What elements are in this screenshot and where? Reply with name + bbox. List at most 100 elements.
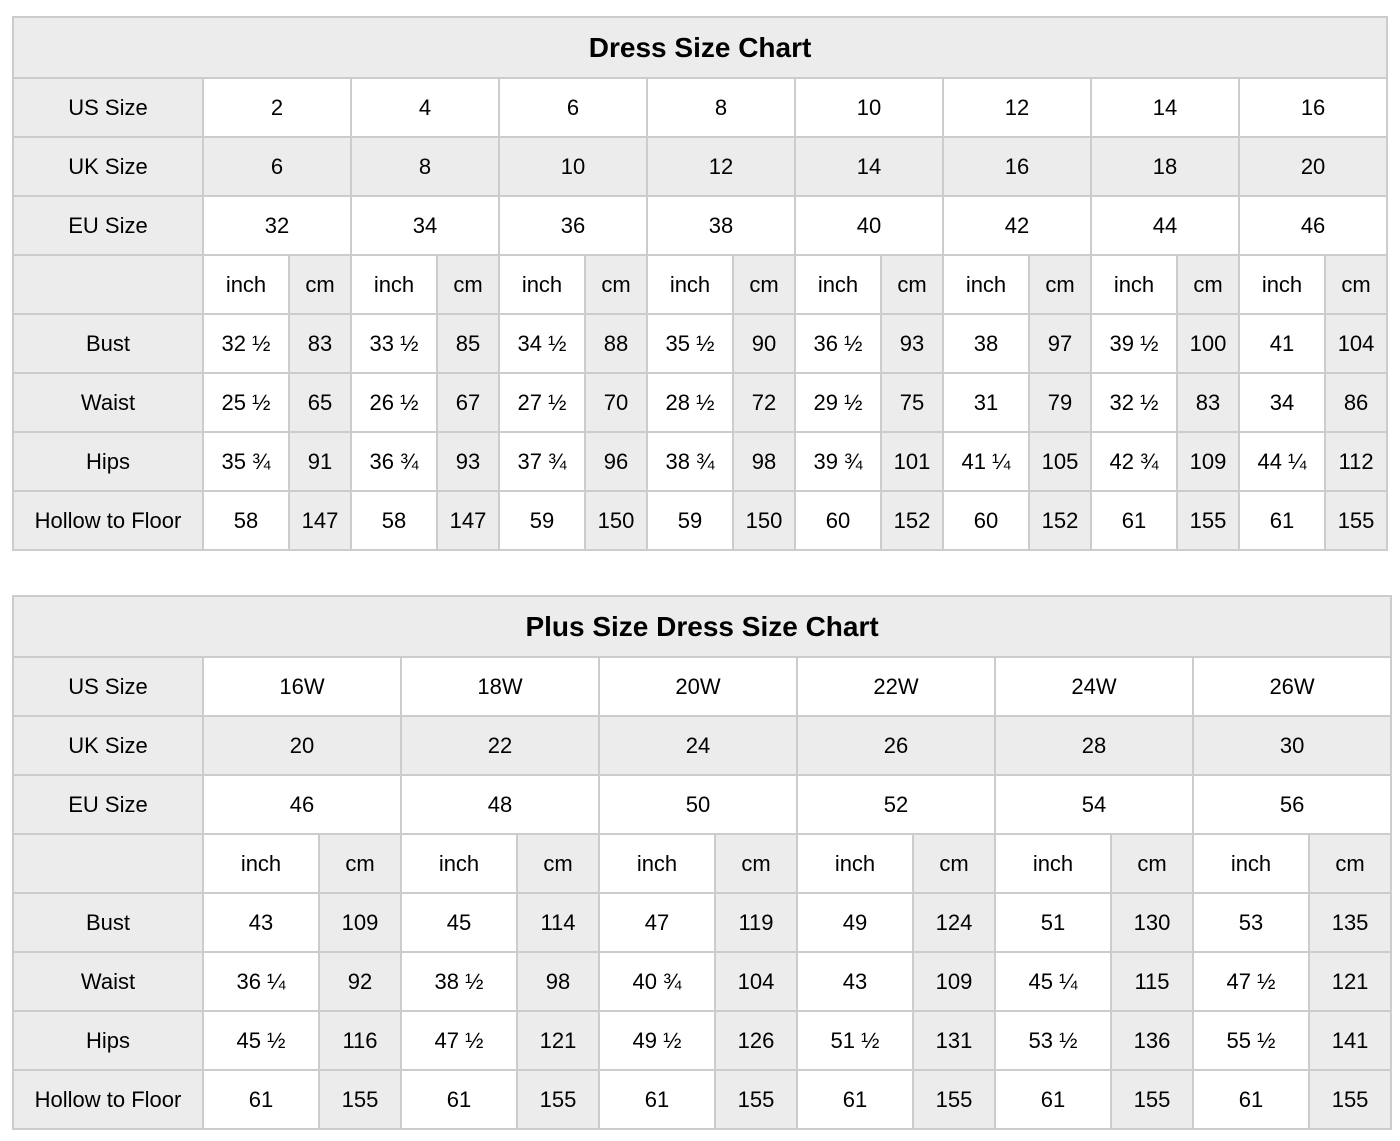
measure-cm-cell: 150	[584, 490, 648, 551]
unit-inch-header: inch	[646, 254, 734, 315]
size-cell: 26W	[1191, 656, 1393, 717]
measure-inch-cell: 29 ½	[794, 372, 882, 433]
measure-cm-cell: 98	[516, 951, 600, 1012]
chart-title-row: Plus Size Dress Size Chart	[11, 595, 1393, 658]
measure-inch-cell: 61	[202, 1069, 320, 1130]
measure-cm-cell: 96	[584, 431, 648, 492]
unit-row-label	[12, 254, 204, 315]
measure-row: Waist 36 ¼ 92 38 ½ 98 40 ¾ 104 43 109 45 ¼ 115 47 ½…	[12, 951, 1393, 1012]
unit-inch-header: inch	[202, 833, 320, 894]
measure-inch-cell: 34 ½	[498, 313, 586, 374]
measure-inch-cell: 39 ¾	[794, 431, 882, 492]
chart-title: Plus Size Dress Size Chart	[11, 595, 1393, 658]
measure-cm-cell: 124	[912, 892, 996, 953]
size-cell: 32	[202, 195, 352, 256]
row-label: EU Size	[12, 774, 204, 835]
size-cell: 8	[350, 136, 500, 197]
measure-inch-cell: 59	[646, 490, 734, 551]
unit-inch-header: inch	[350, 254, 438, 315]
measure-cm-cell: 155	[714, 1069, 798, 1130]
measure-cm-cell: 98	[732, 431, 796, 492]
measure-cm-cell: 121	[516, 1010, 600, 1071]
size-cell: 46	[1237, 195, 1389, 256]
size-cell: 16W	[202, 656, 402, 717]
measure-inch-cell: 32 ½	[1090, 372, 1178, 433]
measure-cm-cell: 155	[318, 1069, 402, 1130]
unit-inch-header: inch	[400, 833, 518, 894]
measure-inch-cell: 38	[942, 313, 1030, 374]
measure-inch-cell: 45 ¼	[994, 951, 1112, 1012]
measure-cm-cell: 109	[912, 951, 996, 1012]
measure-cm-cell: 136	[1110, 1010, 1194, 1071]
unit-cm-header: cm	[516, 833, 600, 894]
size-cell: 50	[598, 774, 798, 835]
measure-cm-cell: 109	[318, 892, 402, 953]
unit-cm-header: cm	[288, 254, 352, 315]
size-cell: 20W	[598, 656, 798, 717]
size-cell: 40	[794, 195, 944, 256]
measure-inch-cell: 51 ½	[796, 1010, 914, 1071]
dress-size-chart-table: Dress Size Chart US Size 2 4 6 8 10 12 14 16 UK Si…	[11, 16, 1389, 551]
unit-cm-header: cm	[1176, 254, 1240, 315]
measure-inch-cell: 38 ¾	[646, 431, 734, 492]
row-label: UK Size	[12, 715, 204, 776]
measure-inch-cell: 38 ½	[400, 951, 518, 1012]
chart-title: Dress Size Chart	[11, 16, 1389, 79]
unit-inch-header: inch	[796, 833, 914, 894]
unit-header-row: inch cm inch cm inch cm inch cm inch cm inch cm	[12, 833, 1393, 894]
unit-inch-header: inch	[598, 833, 716, 894]
size-cell: 6	[498, 77, 648, 138]
measure-inch-cell: 59	[498, 490, 586, 551]
measure-cm-cell: 91	[288, 431, 352, 492]
measure-cm-cell: 152	[880, 490, 944, 551]
measure-cm-cell: 93	[436, 431, 500, 492]
measure-inch-cell: 61	[598, 1069, 716, 1130]
size-cell: 30	[1191, 715, 1393, 776]
measure-inch-cell: 36 ¼	[202, 951, 320, 1012]
measure-inch-cell: 58	[350, 490, 438, 551]
measure-inch-cell: 55 ½	[1192, 1010, 1310, 1071]
size-cell: 12	[646, 136, 796, 197]
measure-inch-cell: 61	[400, 1069, 518, 1130]
measure-cm-cell: 79	[1028, 372, 1092, 433]
size-cell: 52	[796, 774, 996, 835]
measure-cm-cell: 75	[880, 372, 944, 433]
size-cell: 18W	[400, 656, 600, 717]
measure-cm-cell: 83	[288, 313, 352, 374]
measure-inch-cell: 61	[1238, 490, 1326, 551]
size-cell: 22W	[796, 656, 996, 717]
measure-inch-cell: 41	[1238, 313, 1326, 374]
measure-cm-cell: 116	[318, 1010, 402, 1071]
measure-inch-cell: 37 ¾	[498, 431, 586, 492]
measure-cm-cell: 131	[912, 1010, 996, 1071]
measure-cm-cell: 155	[1307, 1069, 1393, 1130]
measure-inch-cell: 33 ½	[350, 313, 438, 374]
measure-inch-cell: 25 ½	[202, 372, 290, 433]
measure-cm-cell: 93	[880, 313, 944, 374]
size-cell: 56	[1191, 774, 1393, 835]
measure-cm-cell: 115	[1110, 951, 1194, 1012]
unit-cm-header: cm	[714, 833, 798, 894]
measure-cm-cell: 90	[732, 313, 796, 374]
unit-cm-header: cm	[1323, 254, 1389, 315]
measure-inch-cell: 35 ¾	[202, 431, 290, 492]
measure-cm-cell: 141	[1307, 1010, 1393, 1071]
measure-inch-cell: 51	[994, 892, 1112, 953]
size-row: US Size 2 4 6 8 10 12 14 16	[12, 77, 1389, 138]
measure-row: Hips 45 ½ 116 47 ½ 121 49 ½ 126 51 ½ 131 53 ½ 136 5…	[12, 1010, 1393, 1071]
unit-inch-header: inch	[942, 254, 1030, 315]
unit-row-label	[12, 833, 204, 894]
row-label: EU Size	[12, 195, 204, 256]
size-cell: 36	[498, 195, 648, 256]
measure-inch-cell: 47 ½	[400, 1010, 518, 1071]
unit-cm-header: cm	[880, 254, 944, 315]
size-row: UK Size 20 22 24 26 28 30	[12, 715, 1393, 776]
size-cell: 18	[1090, 136, 1240, 197]
row-label: Bust	[12, 892, 204, 953]
row-label: US Size	[12, 77, 204, 138]
measure-cm-cell: 147	[436, 490, 500, 551]
measure-inch-cell: 61	[1090, 490, 1178, 551]
measure-inch-cell: 45	[400, 892, 518, 953]
measure-cm-cell: 135	[1307, 892, 1393, 953]
